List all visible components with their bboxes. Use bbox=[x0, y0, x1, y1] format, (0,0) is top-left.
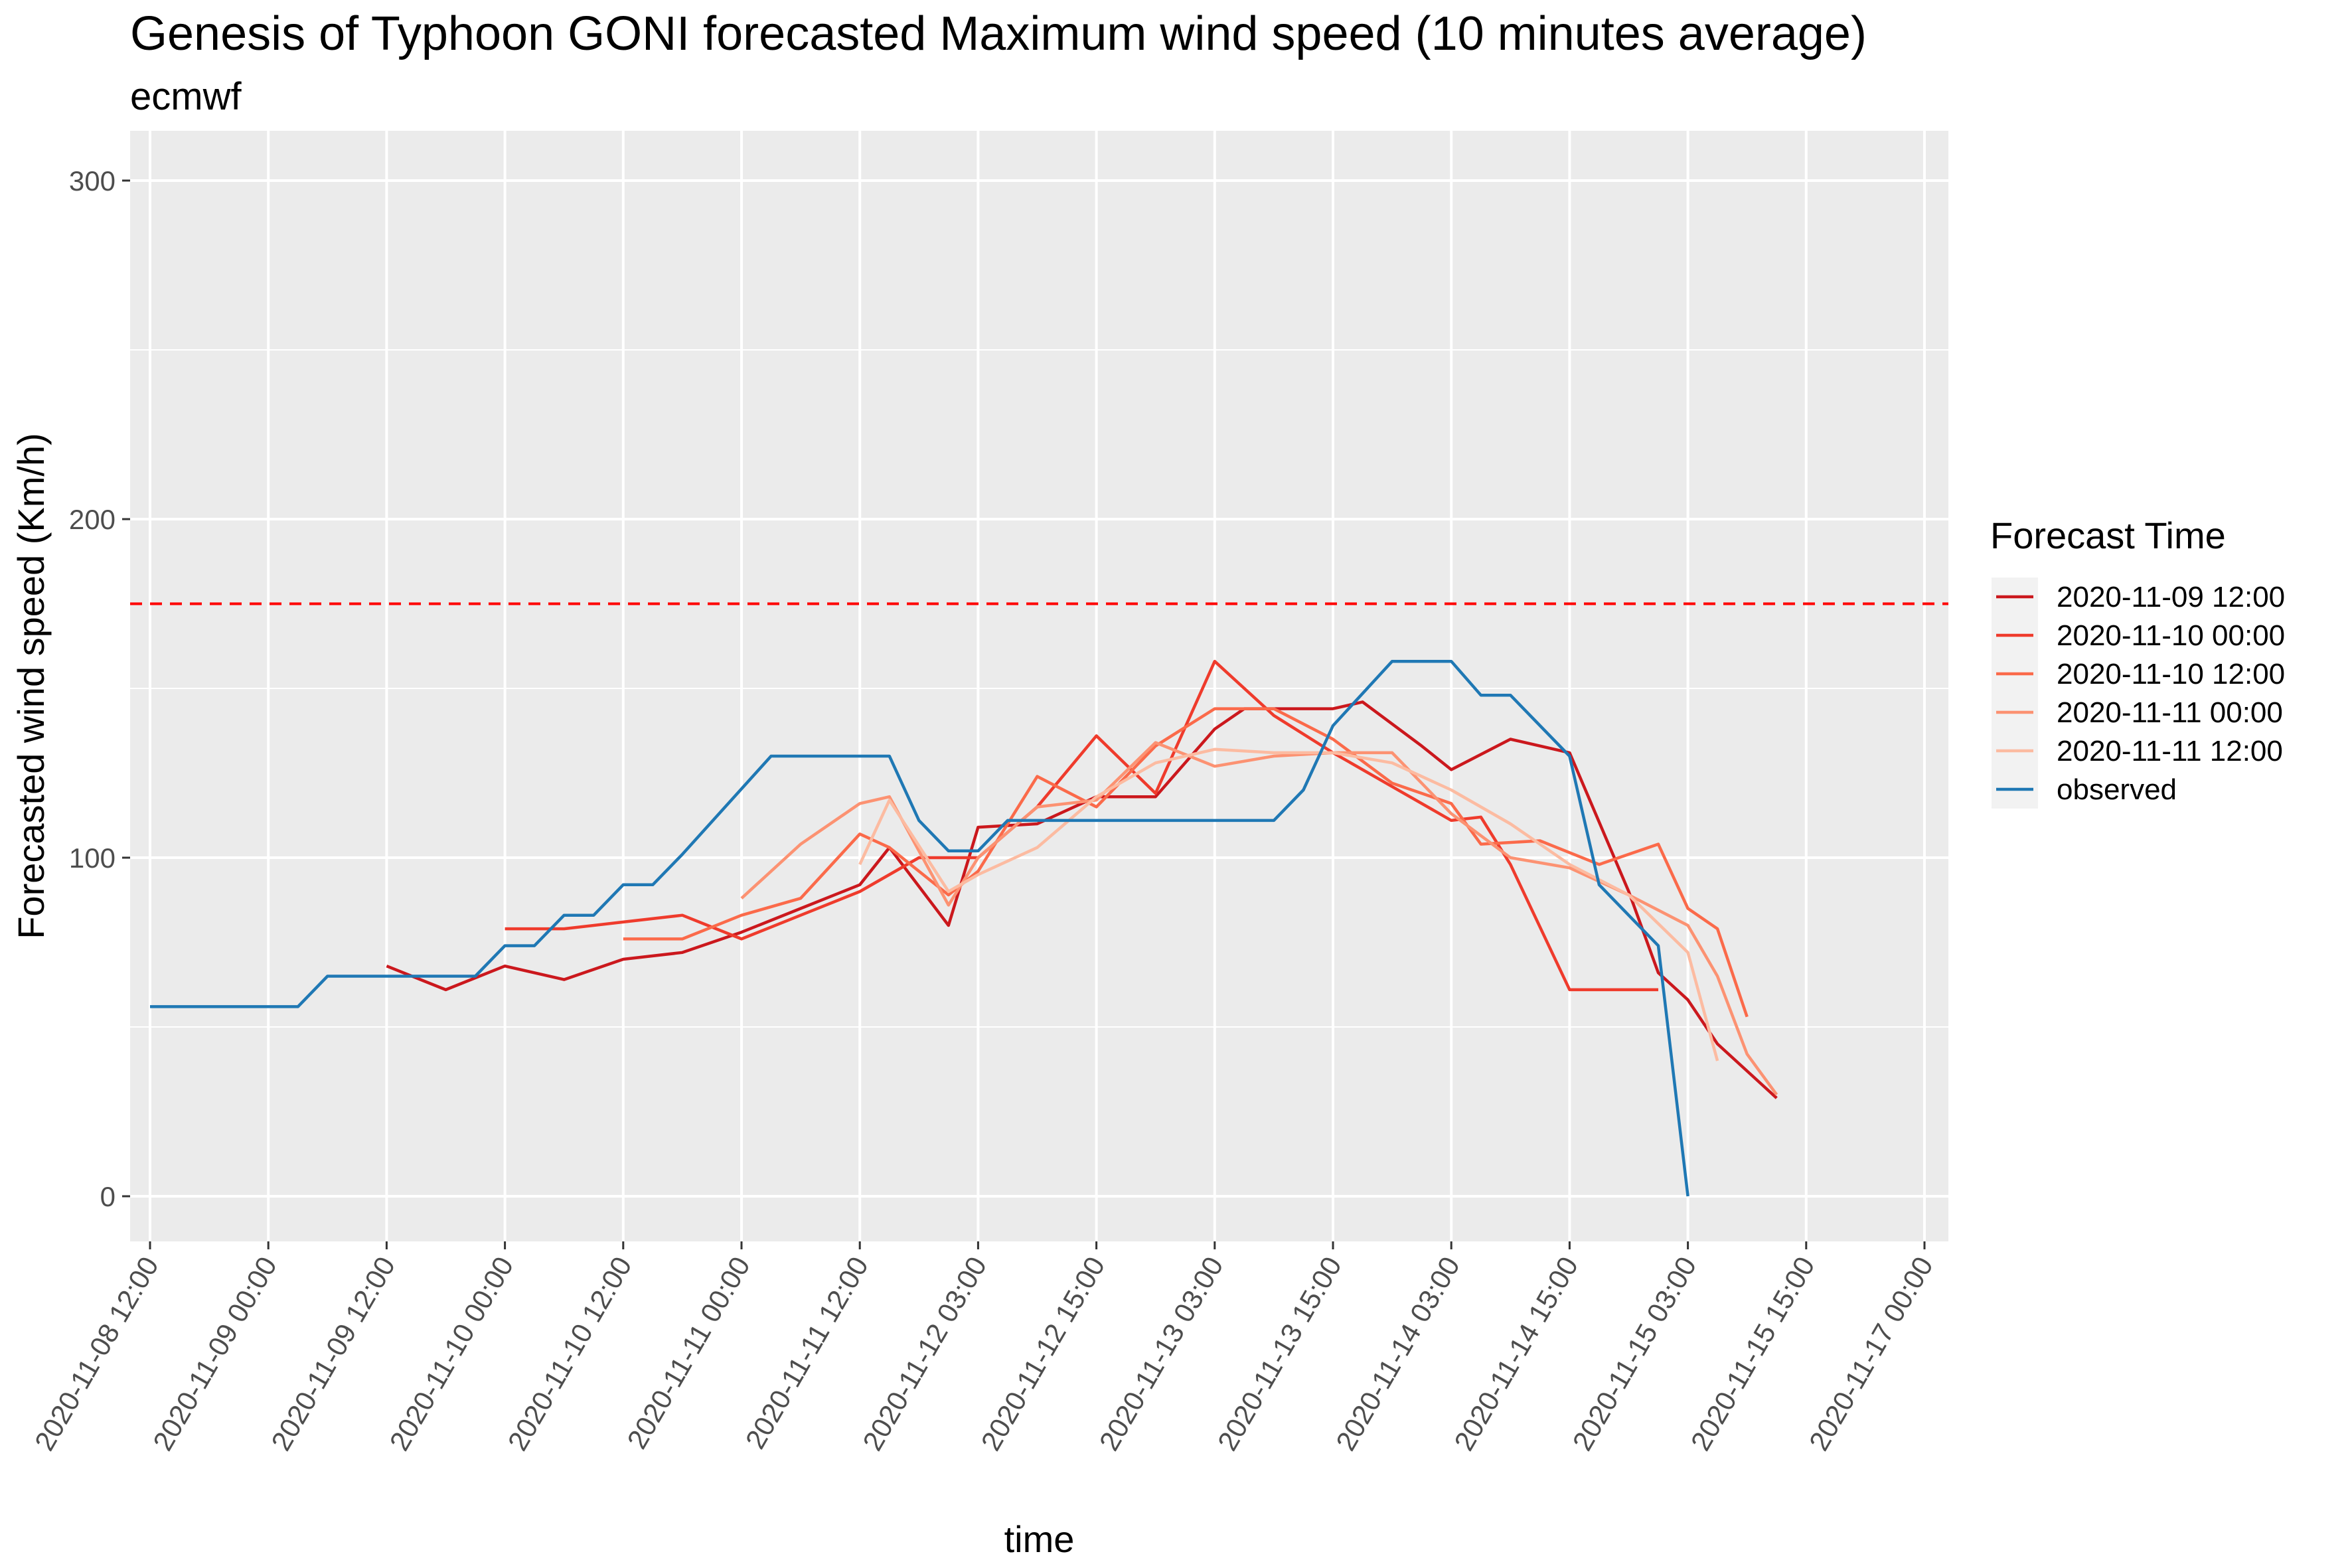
x-tick-label: 2020-11-12 03:00 bbox=[856, 1251, 992, 1456]
legend-label: 2020-11-11 00:00 bbox=[2057, 696, 2283, 729]
y-tick-label: 0 bbox=[100, 1181, 116, 1212]
y-tick-label: 200 bbox=[69, 504, 116, 535]
x-tick-label: 2020-11-13 03:00 bbox=[1093, 1251, 1229, 1456]
x-tick-label: 2020-11-10 12:00 bbox=[502, 1251, 638, 1456]
x-tick-label: 2020-11-08 12:00 bbox=[29, 1251, 165, 1456]
plot-panel bbox=[130, 131, 1948, 1241]
legend-label: observed bbox=[2057, 773, 2177, 806]
chart-subtitle: ecmwf bbox=[130, 75, 242, 118]
series-line-5 bbox=[150, 659, 1689, 1197]
x-tick-label: 2020-11-15 15:00 bbox=[1685, 1251, 1821, 1456]
x-tick-label: 2020-11-11 12:00 bbox=[740, 1251, 874, 1454]
legend-title: Forecast Time bbox=[1990, 514, 2226, 556]
grid-major bbox=[130, 131, 1948, 1241]
chart-title: Genesis of Typhoon GONI forecasted Maxim… bbox=[130, 7, 1867, 60]
x-tick-label: 2020-11-10 00:00 bbox=[383, 1251, 519, 1456]
series-line-0 bbox=[386, 700, 1778, 1099]
x-tick-label: 2020-11-14 03:00 bbox=[1330, 1251, 1466, 1456]
series-layer bbox=[150, 659, 1778, 1197]
grid-minor bbox=[130, 349, 1948, 1028]
y-axis-title: Forecasted wind speed (Km/h) bbox=[10, 433, 52, 939]
x-tick-label: 2020-11-15 03:00 bbox=[1566, 1251, 1702, 1456]
x-tick-label: 2020-11-14 15:00 bbox=[1448, 1251, 1584, 1456]
series-line-2 bbox=[623, 707, 1749, 1018]
legend-label: 2020-11-11 12:00 bbox=[2057, 735, 2283, 767]
x-tick-label: 2020-11-09 00:00 bbox=[147, 1251, 283, 1456]
legend: Forecast Time 2020-11-09 12:00 2020-11-10… bbox=[1990, 514, 2285, 809]
x-tick-label: 2020-11-13 15:00 bbox=[1212, 1251, 1348, 1456]
x-axis-title: time bbox=[1004, 1518, 1075, 1560]
legend-label: 2020-11-10 00:00 bbox=[2057, 619, 2285, 652]
x-tick-label: 2020-11-12 15:00 bbox=[975, 1251, 1111, 1456]
x-tick-label: 2020-11-09 12:00 bbox=[265, 1251, 401, 1456]
x-tick-label: 2020-11-11 00:00 bbox=[621, 1251, 755, 1454]
x-tick-label: 2020-11-17 00:00 bbox=[1803, 1251, 1939, 1456]
y-axis: 0 100 200 300 bbox=[69, 165, 130, 1212]
legend-label: 2020-11-10 12:00 bbox=[2057, 658, 2285, 690]
y-tick-label: 100 bbox=[69, 842, 116, 874]
legend-label: 2020-11-09 12:00 bbox=[2057, 581, 2285, 613]
series-line-4 bbox=[858, 747, 1719, 1061]
y-tick-label: 300 bbox=[69, 165, 116, 196]
